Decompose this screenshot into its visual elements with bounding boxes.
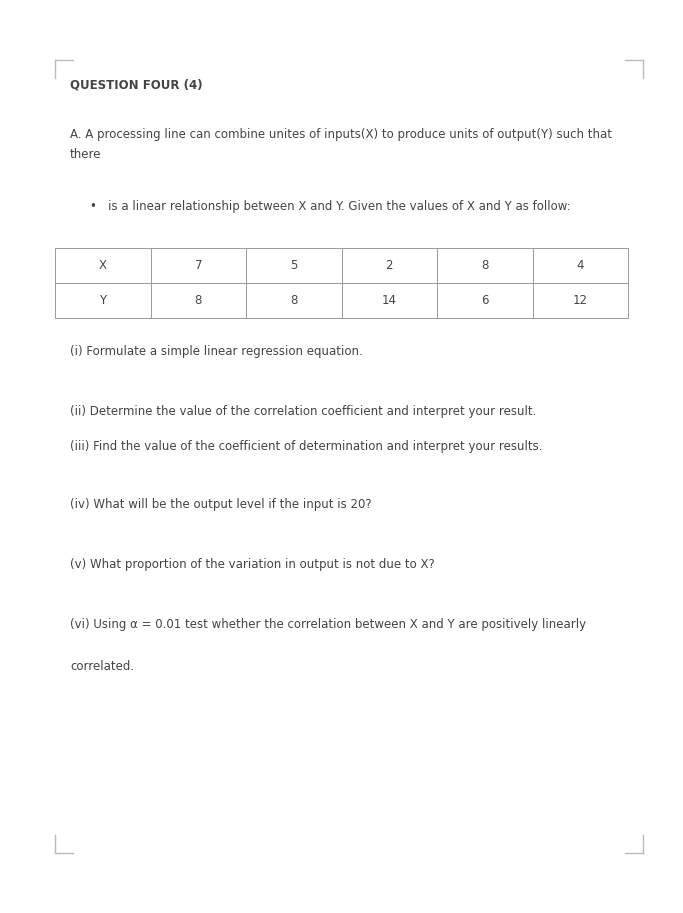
Text: 4: 4 xyxy=(576,259,584,272)
Text: (i) Formulate a simple linear regression equation.: (i) Formulate a simple linear regression… xyxy=(70,345,363,358)
Text: (iii) Find the value of the coefficient of determination and interpret your resu: (iii) Find the value of the coefficient … xyxy=(70,440,542,453)
Text: 2: 2 xyxy=(385,259,393,272)
Text: 14: 14 xyxy=(382,294,397,307)
Text: •   is a linear relationship between X and Y. Given the values of X and Y as fol: • is a linear relationship between X and… xyxy=(90,200,571,213)
Text: 12: 12 xyxy=(573,294,588,307)
Text: 5: 5 xyxy=(290,259,297,272)
Text: 7: 7 xyxy=(195,259,202,272)
Bar xyxy=(55,248,628,318)
Text: X: X xyxy=(99,259,107,272)
Text: (iv) What will be the output level if the input is 20?: (iv) What will be the output level if th… xyxy=(70,498,372,511)
Text: (vi) Using α = 0.01 test whether the correlation between X and Y are positively : (vi) Using α = 0.01 test whether the cor… xyxy=(70,618,586,673)
Text: 8: 8 xyxy=(481,259,488,272)
Text: 8: 8 xyxy=(290,294,297,307)
Text: 6: 6 xyxy=(481,294,488,307)
Text: QUESTION FOUR (4): QUESTION FOUR (4) xyxy=(70,78,203,91)
Text: Y: Y xyxy=(99,294,107,307)
Text: (v) What proportion of the variation in output is not due to X?: (v) What proportion of the variation in … xyxy=(70,558,435,571)
Text: A. A processing line can combine unites of inputs(X) to produce units of output(: A. A processing line can combine unites … xyxy=(70,128,612,161)
Text: (ii) Determine the value of the correlation coefficient and interpret your resul: (ii) Determine the value of the correlat… xyxy=(70,405,536,418)
Text: 8: 8 xyxy=(195,294,202,307)
